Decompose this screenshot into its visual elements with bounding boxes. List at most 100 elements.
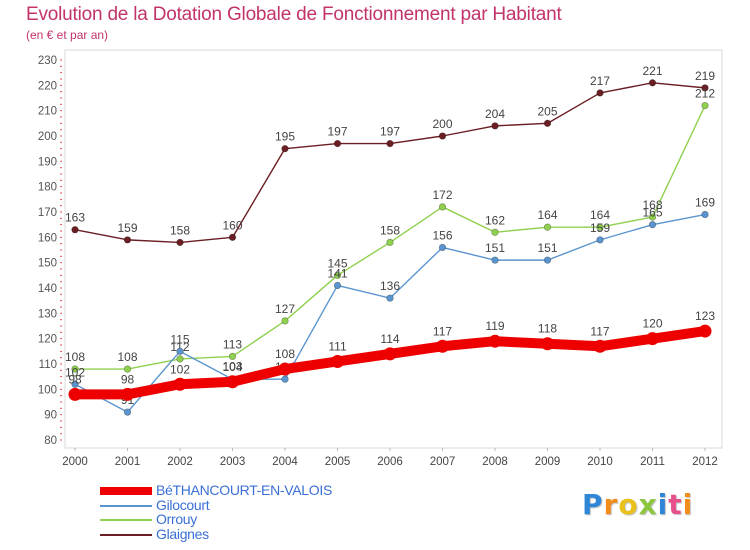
data-point	[438, 203, 447, 211]
data-point	[491, 228, 499, 236]
legend-swatch-glaignes	[100, 533, 152, 536]
data-label: 158	[170, 223, 190, 237]
x-tick-label: 2010	[587, 456, 613, 468]
y-tick-label: 230	[38, 55, 57, 67]
data-label: 102	[65, 365, 85, 379]
data-label: 102	[170, 362, 190, 376]
data-point	[123, 408, 132, 416]
data-point	[71, 380, 79, 388]
data-label: 98	[68, 372, 82, 386]
data-point	[281, 317, 289, 325]
data-label: 141	[327, 266, 347, 280]
data-label: 151	[485, 241, 505, 255]
data-point	[543, 256, 552, 264]
data-label: 168	[642, 198, 662, 212]
y-tick-label: 210	[38, 106, 57, 118]
data-point	[281, 145, 289, 153]
x-tick-label: 2011	[640, 456, 665, 468]
data-label: 104	[222, 360, 242, 374]
data-label: 108	[117, 350, 137, 364]
data-label: 221	[642, 64, 662, 78]
data-point	[438, 132, 447, 140]
data-point	[596, 223, 604, 231]
y-tick-label: 150	[38, 258, 57, 270]
chart-subtitle: (en € et par an)	[26, 28, 109, 42]
data-point	[491, 122, 499, 130]
data-point	[648, 213, 657, 221]
data-point	[71, 365, 79, 373]
data-point	[176, 347, 184, 355]
data-point	[541, 337, 554, 351]
data-label: 108	[275, 347, 295, 361]
x-tick-label: 2005	[325, 456, 351, 468]
data-label: 119	[485, 319, 504, 333]
data-label: 159	[590, 221, 610, 235]
data-point	[701, 84, 709, 92]
x-tick-label: 2012	[692, 456, 718, 468]
data-point	[123, 365, 132, 373]
data-point	[386, 238, 394, 247]
data-point	[543, 223, 552, 231]
y-tick-label: 170	[38, 207, 57, 219]
y-tick-label: 220	[38, 80, 57, 92]
data-point	[648, 221, 657, 229]
y-tick-label: 120	[38, 334, 57, 346]
data-point	[281, 375, 289, 383]
data-point	[701, 101, 709, 110]
x-tick-label: 2008	[482, 456, 508, 468]
x-tick-label: 2002	[167, 456, 193, 468]
data-point	[701, 210, 709, 219]
data-point	[438, 243, 447, 252]
data-label: 117	[590, 324, 609, 338]
data-label: 118	[538, 322, 557, 336]
data-point	[331, 354, 344, 368]
data-label: 217	[590, 74, 610, 88]
data-label: 219	[695, 69, 715, 83]
data-point	[436, 339, 449, 353]
data-label: 164	[590, 208, 610, 222]
data-label: 172	[432, 188, 452, 202]
x-tick-label: 2000	[62, 456, 88, 468]
data-label: 98	[121, 372, 135, 386]
data-point	[596, 236, 604, 244]
data-label: 197	[327, 125, 347, 139]
data-point	[491, 256, 499, 264]
data-point	[333, 281, 342, 290]
data-point	[68, 387, 82, 401]
data-label: 113	[223, 337, 242, 351]
data-label: 165	[642, 206, 662, 220]
x-tick-label: 2009	[535, 456, 561, 468]
legend-label-gilocourt: Gilocourt	[156, 496, 210, 513]
data-label: 162	[485, 213, 505, 227]
y-tick-label: 110	[39, 359, 57, 371]
data-label: 123	[695, 309, 715, 323]
data-label: 103	[222, 360, 242, 374]
data-label: 195	[275, 130, 295, 144]
y-tick-label: 200	[38, 131, 57, 143]
data-label: 212	[695, 87, 715, 101]
legend-swatch-gilocourt	[100, 504, 152, 507]
y-tick-label: 100	[38, 384, 57, 396]
data-point	[543, 119, 552, 127]
y-tick-label: 140	[38, 283, 57, 295]
data-label: 158	[380, 223, 400, 237]
data-label: 156	[432, 228, 452, 242]
legend-label-glaignes: Glaignes	[156, 525, 209, 542]
data-point	[173, 377, 187, 391]
data-label: 120	[642, 317, 662, 331]
data-label: 145	[327, 256, 347, 270]
data-label: 163	[65, 211, 85, 225]
legend-swatch-bethancourt	[100, 487, 152, 495]
chart-title: Evolution de la Dotation Globale de Fonc…	[26, 4, 562, 25]
data-label: 108	[65, 350, 85, 364]
data-label: 115	[170, 332, 189, 346]
data-point	[648, 79, 657, 87]
y-tick-label: 160	[38, 232, 57, 244]
data-label: 200	[432, 117, 452, 131]
data-label: 112	[170, 340, 189, 354]
data-point	[593, 339, 607, 353]
data-label: 205	[537, 104, 557, 118]
data-point	[71, 226, 79, 234]
y-tick-label: 190	[38, 156, 57, 168]
x-tick-label: 2001	[115, 456, 141, 468]
